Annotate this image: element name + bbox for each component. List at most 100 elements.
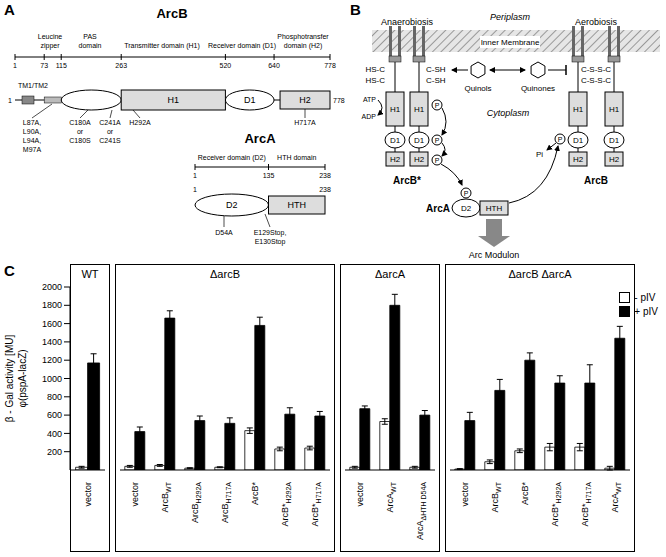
svg-text:1200: 1200 <box>42 355 62 365</box>
svg-text:Arc Modulon: Arc Modulon <box>469 250 520 260</box>
svg-text:vector: vector <box>130 482 140 507</box>
svg-text:D1: D1 <box>609 136 620 145</box>
svg-text:H1: H1 <box>168 95 180 105</box>
svg-text:or: or <box>77 128 84 135</box>
svg-text:PAS: PAS <box>83 33 97 40</box>
svg-text:A: A <box>4 1 15 18</box>
svg-text:zipper: zipper <box>40 42 60 50</box>
svg-text:Anaerobiosis: Anaerobiosis <box>381 17 434 27</box>
svg-text:1: 1 <box>8 97 12 104</box>
svg-text:115: 115 <box>56 62 67 69</box>
svg-text:domain (H2): domain (H2) <box>284 42 323 50</box>
svg-text:2000: 2000 <box>42 282 62 292</box>
svg-text:640: 640 <box>268 62 280 69</box>
svg-text:Pi: Pi <box>536 150 543 159</box>
svg-text:HS-C: HS-C <box>365 65 385 74</box>
svg-text:H1: H1 <box>390 105 401 114</box>
svg-text:1800: 1800 <box>42 300 62 310</box>
svg-text:ArcB*H292A: ArcB*H292A <box>280 482 292 527</box>
svg-text:ArcBWT: ArcBWT <box>490 481 502 512</box>
svg-text:D1: D1 <box>390 136 401 145</box>
svg-text:520: 520 <box>220 62 232 69</box>
svg-text:L94A,: L94A, <box>23 137 41 144</box>
svg-text:135: 135 <box>263 172 275 179</box>
svg-text:vector: vector <box>355 482 365 507</box>
svg-text:1: 1 <box>193 186 197 193</box>
svg-text:D1: D1 <box>244 95 256 105</box>
svg-text:P: P <box>435 157 440 164</box>
svg-text:Periplasm: Periplasm <box>490 12 531 22</box>
svg-text:ArcB*: ArcB* <box>250 482 260 506</box>
svg-text:C-SH: C-SH <box>426 65 446 74</box>
svg-text:C-S-S-C: C-S-S-C <box>581 65 611 74</box>
svg-text:D1: D1 <box>573 136 584 145</box>
svg-text:238: 238 <box>319 172 331 179</box>
svg-text:Phosphotransfer: Phosphotransfer <box>277 33 329 41</box>
svg-text:ArcA: ArcA <box>426 203 450 214</box>
svg-text:domain: domain <box>79 42 102 49</box>
svg-text:H717A: H717A <box>294 119 316 126</box>
svg-text:P: P <box>435 102 440 109</box>
svg-text:ArcBWT: ArcBWT <box>160 481 172 512</box>
svg-text:Quinones: Quinones <box>521 84 555 93</box>
svg-text:800: 800 <box>47 392 62 402</box>
svg-text:H2: H2 <box>573 155 584 164</box>
svg-text:H1: H1 <box>609 105 620 114</box>
svg-text:H292A: H292A <box>129 119 151 126</box>
svg-text:73: 73 <box>40 62 48 69</box>
svg-text:E129Stop,: E129Stop, <box>254 229 287 237</box>
svg-text:P: P <box>464 190 469 197</box>
svg-text:Receiver domain (D2): Receiver domain (D2) <box>198 154 266 162</box>
svg-text:ArcB*: ArcB* <box>520 482 530 506</box>
svg-text:238: 238 <box>319 186 331 193</box>
svg-text:B: B <box>350 1 361 18</box>
svg-text:P: P <box>558 136 563 143</box>
svg-text:ArcBH292A: ArcBH292A <box>190 482 202 523</box>
svg-text:C-S-S-C: C-S-S-C <box>581 76 611 85</box>
svg-text:ArcBH717A: ArcBH717A <box>220 482 232 523</box>
svg-text:778: 778 <box>333 97 345 104</box>
svg-text:or: or <box>107 128 114 135</box>
svg-text:D2: D2 <box>461 204 472 213</box>
svg-text:L87A,: L87A, <box>23 119 41 126</box>
svg-text:HTH: HTH <box>486 204 503 213</box>
svg-text:C241S: C241S <box>99 137 121 144</box>
svg-text:H2: H2 <box>414 155 425 164</box>
svg-text:ArcAΔHTH D54A: ArcAΔHTH D54A <box>415 482 427 540</box>
svg-text:M97A: M97A <box>23 146 42 153</box>
svg-text:1: 1 <box>193 172 197 179</box>
svg-text:H2: H2 <box>609 155 620 164</box>
svg-text:Leucine: Leucine <box>38 33 63 40</box>
svg-text:ArcB*H292A: ArcB*H292A <box>550 482 562 527</box>
svg-text:Aerobiosis: Aerobiosis <box>575 17 618 27</box>
svg-text:Quinols: Quinols <box>464 84 491 93</box>
svg-text:1: 1 <box>13 62 17 69</box>
svg-text:H2: H2 <box>390 155 401 164</box>
svg-text:HTH: HTH <box>288 200 307 210</box>
svg-text:β - Gal activity [MU]: β - Gal activity [MU] <box>4 335 15 423</box>
svg-text:778: 778 <box>324 62 336 69</box>
svg-text:C-SH: C-SH <box>426 76 446 85</box>
svg-text:ArcB: ArcB <box>584 175 608 186</box>
svg-text:1600: 1600 <box>42 319 62 329</box>
svg-text:H1: H1 <box>573 105 584 114</box>
svg-text:C180S: C180S <box>69 137 91 144</box>
svg-text:C241A: C241A <box>99 119 121 126</box>
svg-text:Inner Membrane: Inner Membrane <box>481 38 540 47</box>
svg-text:600: 600 <box>47 410 62 420</box>
svg-text:E130Stop: E130Stop <box>255 238 286 246</box>
svg-text:ArcB*H717A: ArcB*H717A <box>310 482 322 527</box>
svg-text:1000: 1000 <box>42 374 62 384</box>
svg-text:D2: D2 <box>226 200 238 210</box>
svg-text:ArcB*: ArcB* <box>393 175 421 186</box>
svg-text:φ(pspA-lacZ): φ(pspA-lacZ) <box>17 349 28 407</box>
svg-text:263: 263 <box>115 62 127 69</box>
svg-text:H2: H2 <box>299 95 311 105</box>
svg-text:400: 400 <box>47 429 62 439</box>
svg-text:C180A: C180A <box>69 119 91 126</box>
svg-text:ATP: ATP <box>363 96 376 103</box>
svg-text:Cytoplasm: Cytoplasm <box>487 108 530 118</box>
svg-text:200: 200 <box>47 447 62 457</box>
svg-text:HTH domain: HTH domain <box>277 154 316 161</box>
svg-text:ArcAWT: ArcAWT <box>385 481 397 512</box>
